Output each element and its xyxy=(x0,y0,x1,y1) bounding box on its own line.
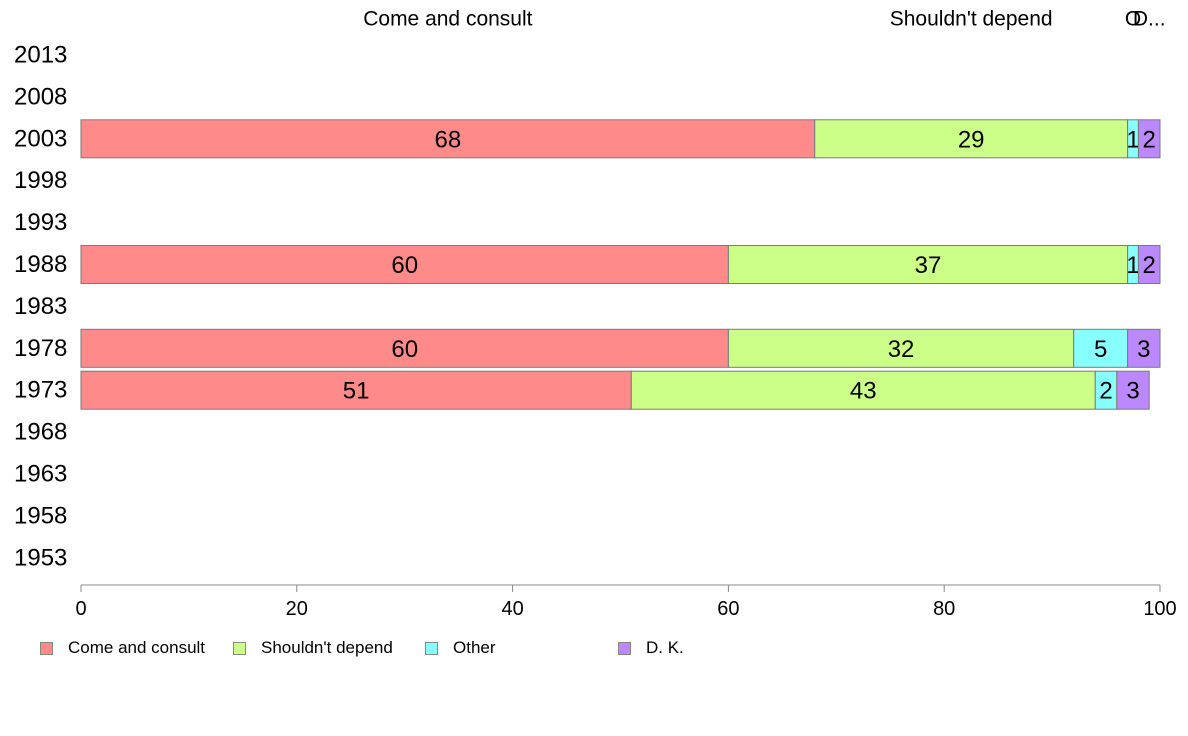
bar-segment xyxy=(80,119,816,159)
bar-value-label: 2 xyxy=(1099,378,1112,405)
bar-segment xyxy=(1137,119,1161,159)
legend-swatch xyxy=(233,641,246,655)
year-label: 1953 xyxy=(14,544,67,571)
legend-label: D. K. xyxy=(646,638,684,657)
bar-value-label: 3 xyxy=(1137,336,1150,363)
legend-label: Other xyxy=(453,638,496,657)
year-label: 1993 xyxy=(14,209,67,236)
legend-label: Shouldn't depend xyxy=(261,638,393,657)
year-label: 1978 xyxy=(14,335,67,362)
bar-value-label: 43 xyxy=(850,378,877,405)
year-label: 2003 xyxy=(14,125,67,152)
year-label: 2013 xyxy=(14,42,67,69)
bar-segment xyxy=(814,119,1129,159)
bar-value-label: 2 xyxy=(1143,252,1156,279)
bar-segment xyxy=(1127,328,1161,368)
bar-value-label: 3 xyxy=(1126,378,1139,405)
x-tick-label: 40 xyxy=(501,598,523,620)
bar-segment xyxy=(727,328,1075,368)
x-tick-label: 0 xyxy=(75,598,86,620)
legend-label: Come and consult xyxy=(68,638,206,657)
legend-item: Other xyxy=(425,638,496,658)
legend-swatch xyxy=(618,641,631,655)
year-label: 1988 xyxy=(14,251,67,278)
bar-segment xyxy=(1116,370,1150,410)
legend: Come and consult Shouldn't depend Other D. … xyxy=(40,638,1140,660)
year-label: 1968 xyxy=(14,419,67,446)
legend-item: Come and consult xyxy=(40,638,205,658)
bar-segment xyxy=(80,245,729,284)
x-tick-label: 20 xyxy=(286,598,308,620)
year-label: 1983 xyxy=(14,293,67,320)
top-segment-label: Come and consult xyxy=(363,8,532,31)
bar-value-label: 68 xyxy=(435,126,462,153)
bar-segment xyxy=(1137,245,1161,284)
bar-segment xyxy=(727,245,1129,284)
year-label: 1958 xyxy=(14,502,67,529)
top-segment-label: O xyxy=(1125,8,1141,31)
legend-item: Shouldn't depend xyxy=(233,638,393,658)
bar-value-label: 60 xyxy=(391,252,418,279)
top-segment-label: D... xyxy=(1133,8,1166,31)
bar-value-label: 1 xyxy=(1126,126,1139,153)
x-tick-label: 60 xyxy=(717,598,739,620)
bar-value-label: 5 xyxy=(1094,336,1107,363)
bar-value-label: 60 xyxy=(391,336,418,363)
year-label: 1973 xyxy=(14,377,67,404)
bar-segment xyxy=(630,370,1096,410)
bar-value-label: 32 xyxy=(888,336,915,363)
bar-value-label: 29 xyxy=(958,126,985,153)
bar-value-label: 51 xyxy=(343,378,370,405)
year-label: 1998 xyxy=(14,167,67,194)
x-tick-label: 100 xyxy=(1143,598,1176,620)
bar-segment xyxy=(80,328,729,368)
bar-value-label: 37 xyxy=(915,252,942,279)
bar-value-label: 1 xyxy=(1126,252,1139,279)
year-label: 2008 xyxy=(14,83,67,110)
legend-item: D. K. xyxy=(618,638,684,658)
top-segment-label: Shouldn't depend xyxy=(890,8,1053,31)
year-label: 1963 xyxy=(14,461,67,488)
bar-value-label: 2 xyxy=(1143,126,1156,153)
legend-swatch xyxy=(425,641,438,655)
legend-swatch xyxy=(40,641,53,655)
x-tick-label: 80 xyxy=(933,598,955,620)
